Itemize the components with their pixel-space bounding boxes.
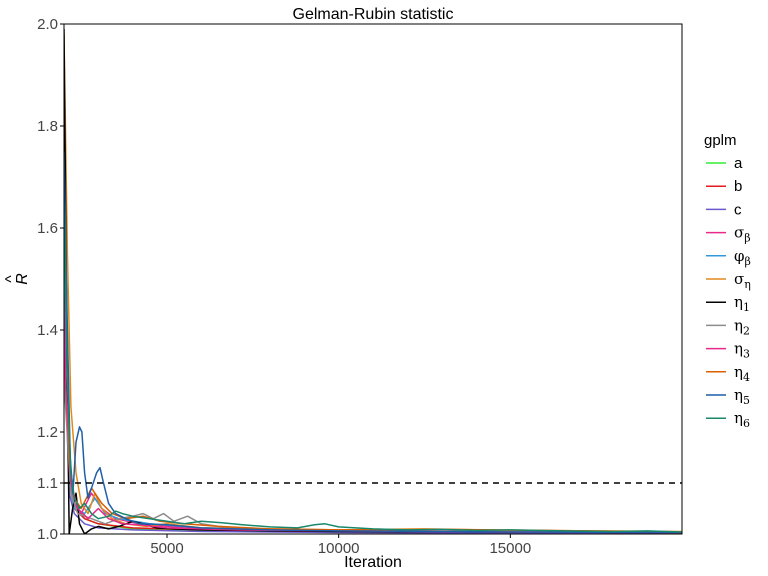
y-axis-label: R bbox=[14, 273, 31, 285]
series-line-7 bbox=[64, 29, 682, 534]
legend-label: ση bbox=[734, 270, 751, 291]
legend-item-12: η6 bbox=[706, 409, 750, 430]
series-line-12 bbox=[64, 202, 682, 533]
legend-label: η5 bbox=[734, 386, 750, 407]
legend-label: c bbox=[734, 201, 742, 218]
series-line-8 bbox=[64, 380, 682, 534]
series-line-9 bbox=[64, 355, 682, 534]
series-line-3 bbox=[64, 329, 682, 534]
legend-label: φβ bbox=[734, 247, 751, 268]
series-line-4 bbox=[64, 304, 682, 533]
series-line-10 bbox=[64, 176, 682, 533]
legend-label: a bbox=[734, 155, 743, 172]
legend-item-8: η2 bbox=[706, 316, 750, 337]
legend-label: σβ bbox=[734, 224, 751, 245]
x-axis: 5000 10000 15000 bbox=[150, 534, 531, 557]
series-line-5 bbox=[64, 227, 682, 533]
x-tick-label: 10000 bbox=[318, 540, 360, 557]
y-tick-label: 1.0 bbox=[37, 526, 58, 543]
series-group bbox=[64, 29, 682, 534]
y-tick-label: 2.0 bbox=[37, 16, 58, 33]
x-axis-label: Iteration bbox=[344, 554, 402, 571]
y-tick-label: 1.4 bbox=[37, 322, 58, 339]
plot-area bbox=[63, 23, 683, 535]
y-tick-label: 1.1 bbox=[37, 475, 58, 492]
legend-item-2: b bbox=[706, 178, 742, 195]
legend-label: η6 bbox=[734, 409, 750, 430]
legend-title: gplm bbox=[704, 132, 737, 149]
y-tick-label: 1.6 bbox=[37, 220, 58, 237]
series-line-1 bbox=[64, 253, 682, 534]
plot-border bbox=[63, 23, 683, 535]
legend-item-11: η5 bbox=[706, 386, 750, 407]
y-axis: 1.0 1.1 1.2 1.4 1.6 1.8 2.0 bbox=[37, 16, 64, 543]
series-line-6 bbox=[64, 34, 682, 533]
y-tick-label: 1.2 bbox=[37, 424, 58, 441]
legend-item-7: η1 bbox=[706, 293, 750, 314]
legend-item-4: σβ bbox=[706, 224, 751, 245]
legend-label: η3 bbox=[734, 340, 750, 361]
y-axis-label-hat: ^ bbox=[3, 275, 20, 283]
legend-item-10: η4 bbox=[706, 363, 750, 384]
legend-item-6: ση bbox=[706, 270, 751, 291]
x-tick-label: 15000 bbox=[489, 540, 531, 557]
legend-label: η4 bbox=[734, 363, 750, 384]
legend-label: η1 bbox=[734, 293, 750, 314]
legend-label: b bbox=[734, 178, 742, 195]
x-tick-label: 5000 bbox=[150, 540, 183, 557]
legend-item-5: φβ bbox=[706, 247, 751, 268]
legend-item-1: a bbox=[706, 155, 743, 172]
series-line-11 bbox=[64, 151, 682, 534]
chart-title: Gelman-Rubin statistic bbox=[293, 6, 454, 23]
y-tick-label: 1.8 bbox=[37, 118, 58, 135]
legend-item-3: c bbox=[706, 201, 742, 218]
y-axis-label-group: R ^ bbox=[3, 273, 31, 285]
legend-label: η2 bbox=[734, 316, 750, 337]
legend-item-9: η3 bbox=[706, 340, 750, 361]
series-line-2 bbox=[64, 278, 682, 534]
